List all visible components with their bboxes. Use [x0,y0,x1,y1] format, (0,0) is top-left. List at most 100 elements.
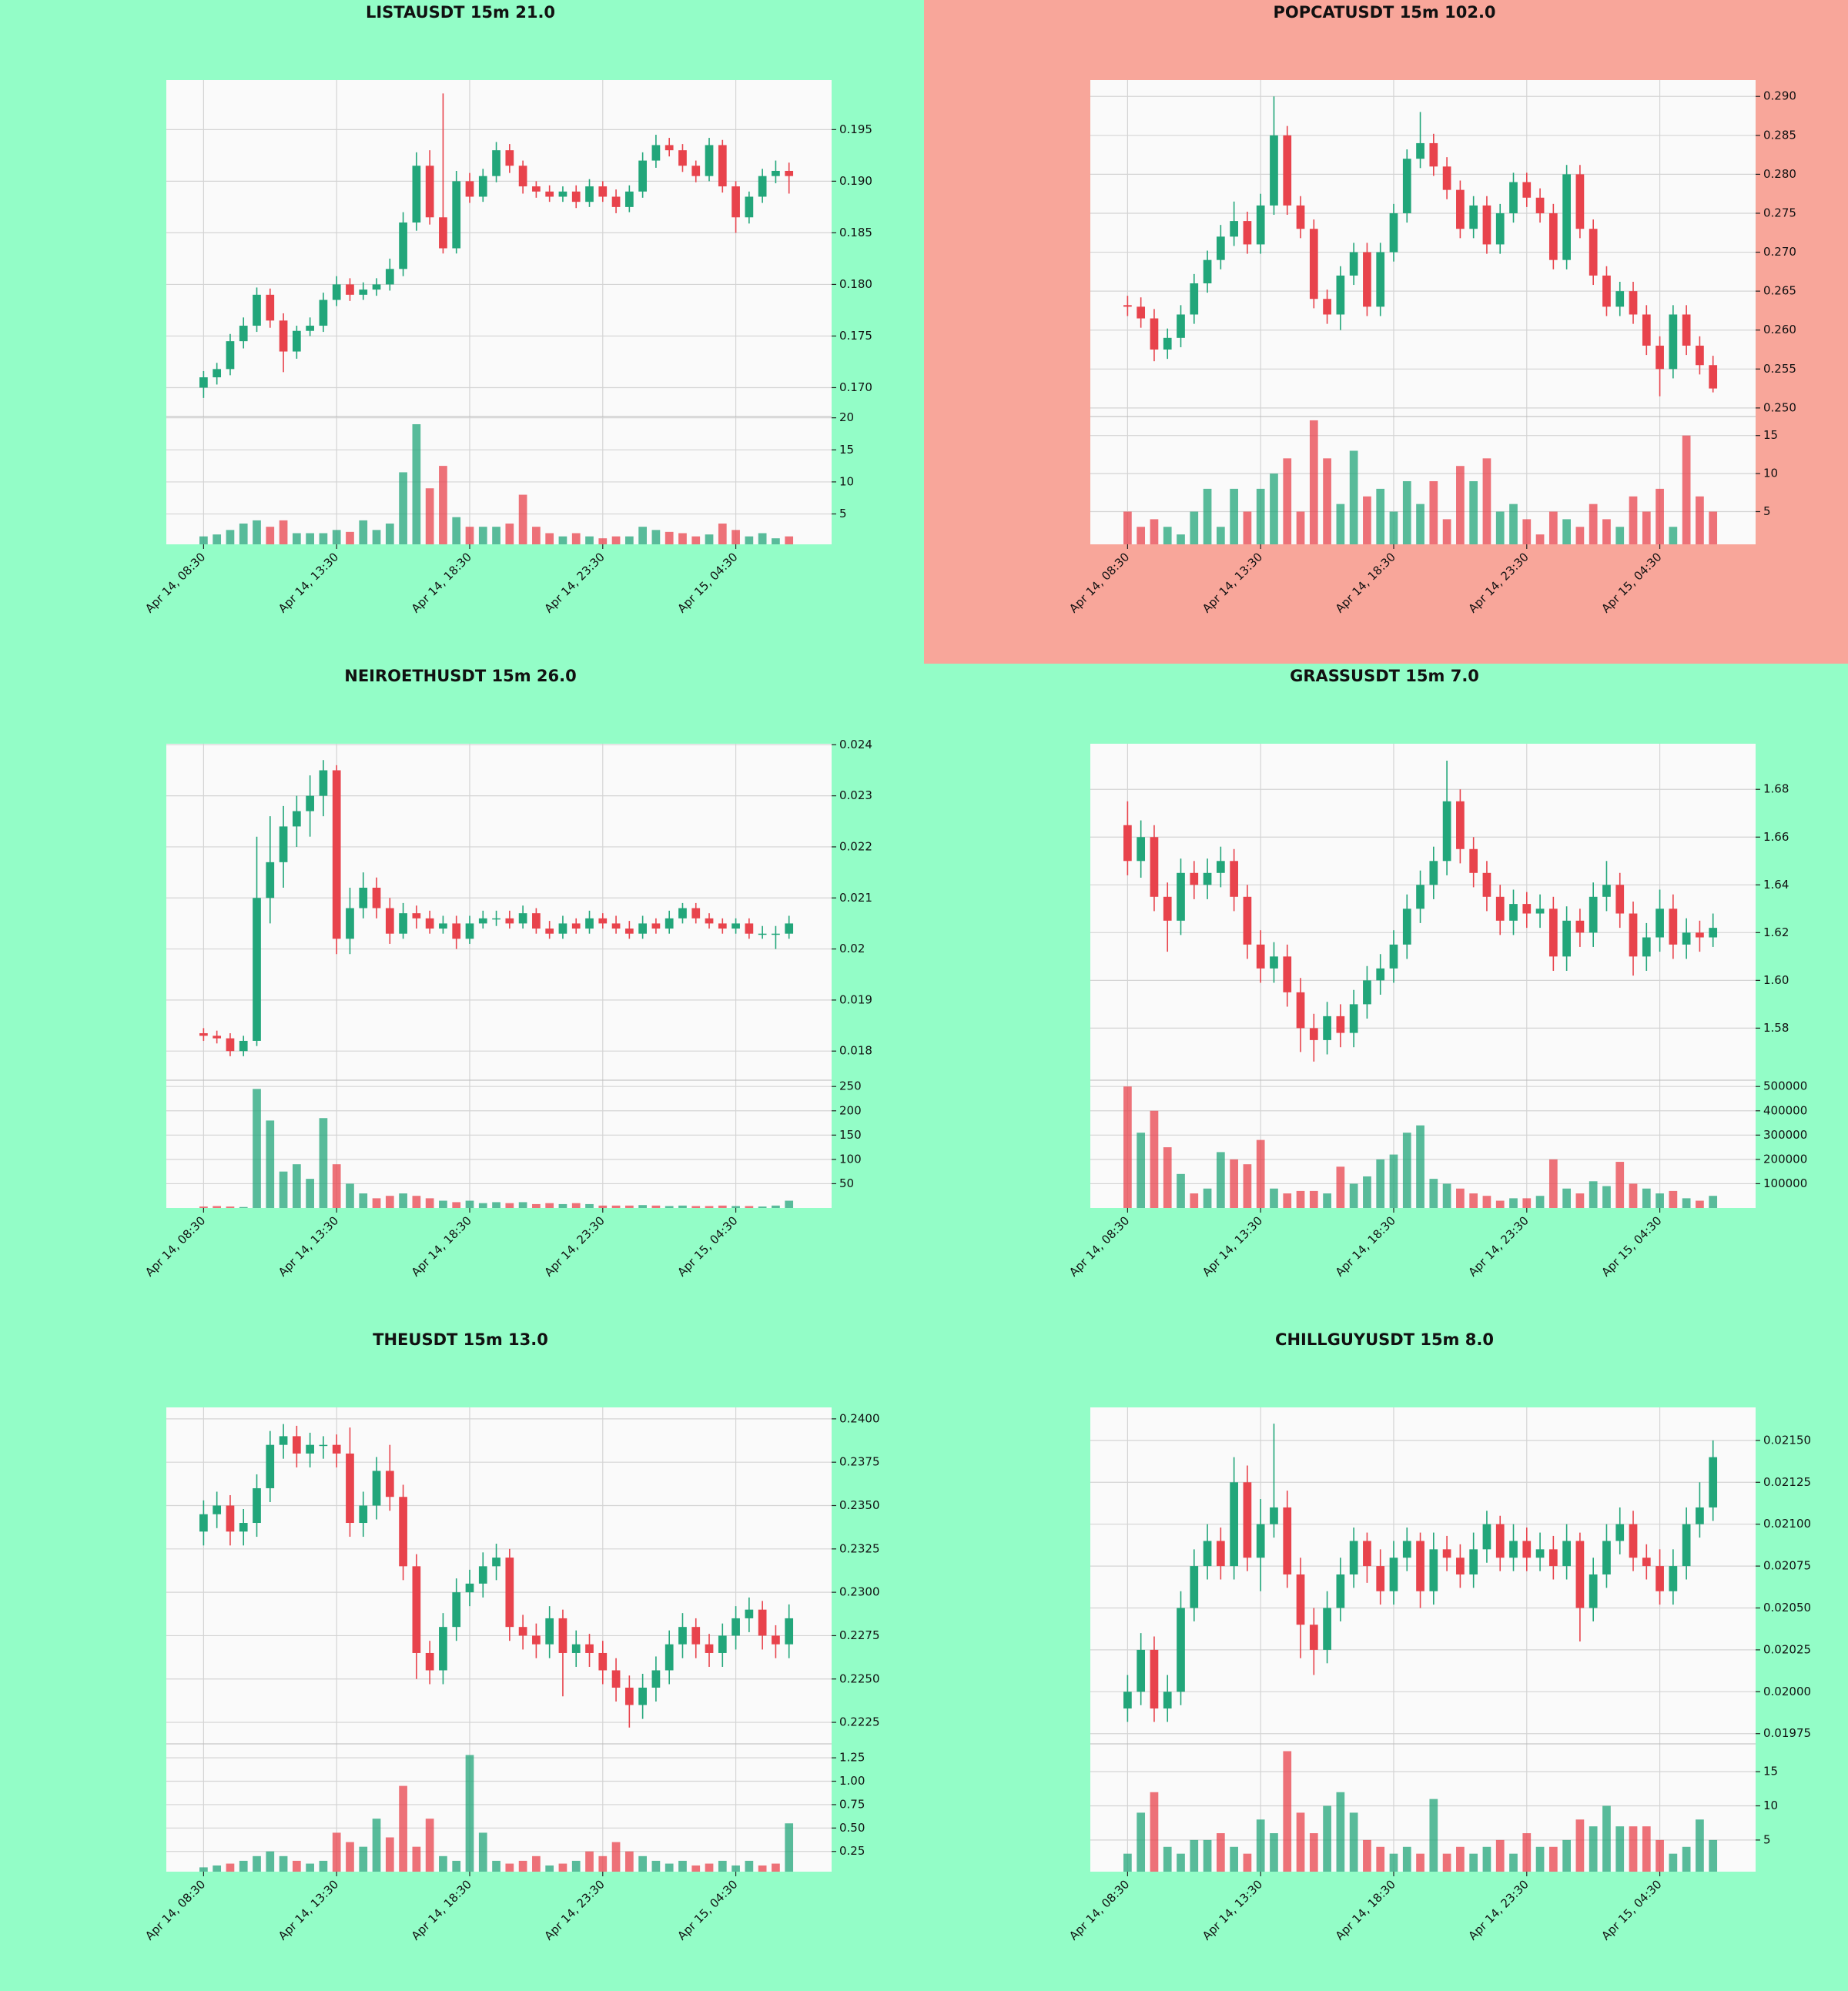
y-tick-label: 500000 [1763,1079,1807,1093]
candle-body [385,269,394,285]
candle-body [1669,1566,1678,1591]
candle-body [1456,189,1465,229]
volume-bar [1589,1826,1598,1872]
candle-body [1402,159,1411,213]
candle-body [1482,872,1491,897]
candle-body [598,918,608,924]
y-tick-label: 15 [839,443,854,457]
candle-body [1216,1541,1225,1567]
volume-bar [1548,511,1558,544]
candle-body [1575,920,1585,933]
volume-bar [1442,519,1451,544]
candle-body [1123,305,1132,307]
volume-bar [732,530,740,544]
candle-body [1629,291,1638,315]
chart-title: THEUSDT 15m 13.0 [373,1330,548,1349]
volume-bar [492,1202,500,1208]
volume-bar [518,1202,527,1208]
volume-bar [1442,1183,1451,1208]
volume-bar [1469,1193,1478,1208]
candle-body [239,1040,248,1052]
volume-bar [571,533,581,544]
volume-bar [1482,1196,1491,1208]
candle-body [399,913,407,934]
volume-bar [1509,1853,1518,1872]
candle-body [1270,135,1278,206]
candle-body [691,908,701,919]
volume-bar [1562,1839,1571,1872]
candle-body [705,918,714,924]
candle-body [266,294,275,321]
candle-body [1522,904,1532,914]
y-tick-label: 0.2250 [839,1671,880,1685]
candle-body [691,1627,701,1645]
candle-body [359,1505,368,1524]
candle-body [1669,314,1678,370]
volume-bar [1575,527,1585,544]
candle-body [226,1038,235,1052]
y-tick-label: 0.180 [839,277,872,291]
candle-body [199,1032,208,1036]
candle-body [1323,1016,1331,1040]
candle-body [1177,872,1185,921]
candle-body [319,770,328,796]
candle-body [772,933,780,935]
volume-bar [1682,435,1691,544]
candle-body [585,918,594,929]
y-tick-label: 0.2375 [839,1455,880,1469]
volume-bar [545,1865,554,1872]
candle-body [1416,885,1424,909]
candle-body [492,150,500,176]
candle-body [412,913,421,919]
y-tick-label: 0.175 [839,329,872,343]
volume-bar [199,536,208,544]
volume-bar [585,536,594,544]
candle-body [319,1444,328,1447]
volume-bar [1283,1193,1292,1208]
candle-body [1216,861,1225,873]
volume-bar [346,1842,354,1872]
candle-body [213,1036,222,1039]
volume-bar [1696,1819,1704,1872]
volume-bar [785,1200,794,1208]
y-tick-label: 200000 [1763,1152,1807,1166]
volume-bar [1429,1799,1438,1872]
volume-bar [439,1855,447,1872]
candle-body [1323,1608,1331,1650]
volume-bar [1562,1188,1571,1208]
volume-bar [1283,1751,1292,1872]
candle-body [1602,275,1611,307]
volume-bar [545,1203,554,1208]
y-tick-label: 100000 [1763,1176,1807,1190]
candle-body [292,811,301,827]
candle-body [266,1444,275,1488]
candle-body [558,191,567,197]
volume-bar [571,1203,581,1208]
volume-bar [545,533,554,544]
volume-bar [691,1206,701,1208]
y-tick-label: 0.185 [839,226,872,239]
volume-bar [1615,1826,1625,1872]
candle-body [758,1609,767,1636]
volume-bar [571,1860,581,1872]
volume-bar [1416,1125,1424,1208]
y-tick-label: 200 [839,1103,862,1117]
y-tick-label: 0.02125 [1763,1475,1811,1489]
candle-body [1389,212,1398,253]
y-tick-label: 0.022 [839,839,872,853]
candle-body [1509,1541,1518,1558]
volume-bar [1535,1846,1545,1872]
candle-body [239,1523,248,1532]
y-tick-label: 1.00 [839,1774,865,1788]
candle-body [1696,932,1704,938]
volume-bar [1323,1193,1331,1208]
y-tick-label: 0.290 [1763,89,1796,103]
candle-body [1203,1541,1212,1567]
volume-bar [678,1205,687,1208]
volume-bar [372,530,381,544]
candle-body [1309,1625,1318,1650]
volume-bar [1163,1846,1172,1872]
candle-body [518,1627,527,1636]
volume-bar [226,1863,235,1872]
chart-title: CHILLGUYUSDT 15m 8.0 [1275,1330,1494,1349]
